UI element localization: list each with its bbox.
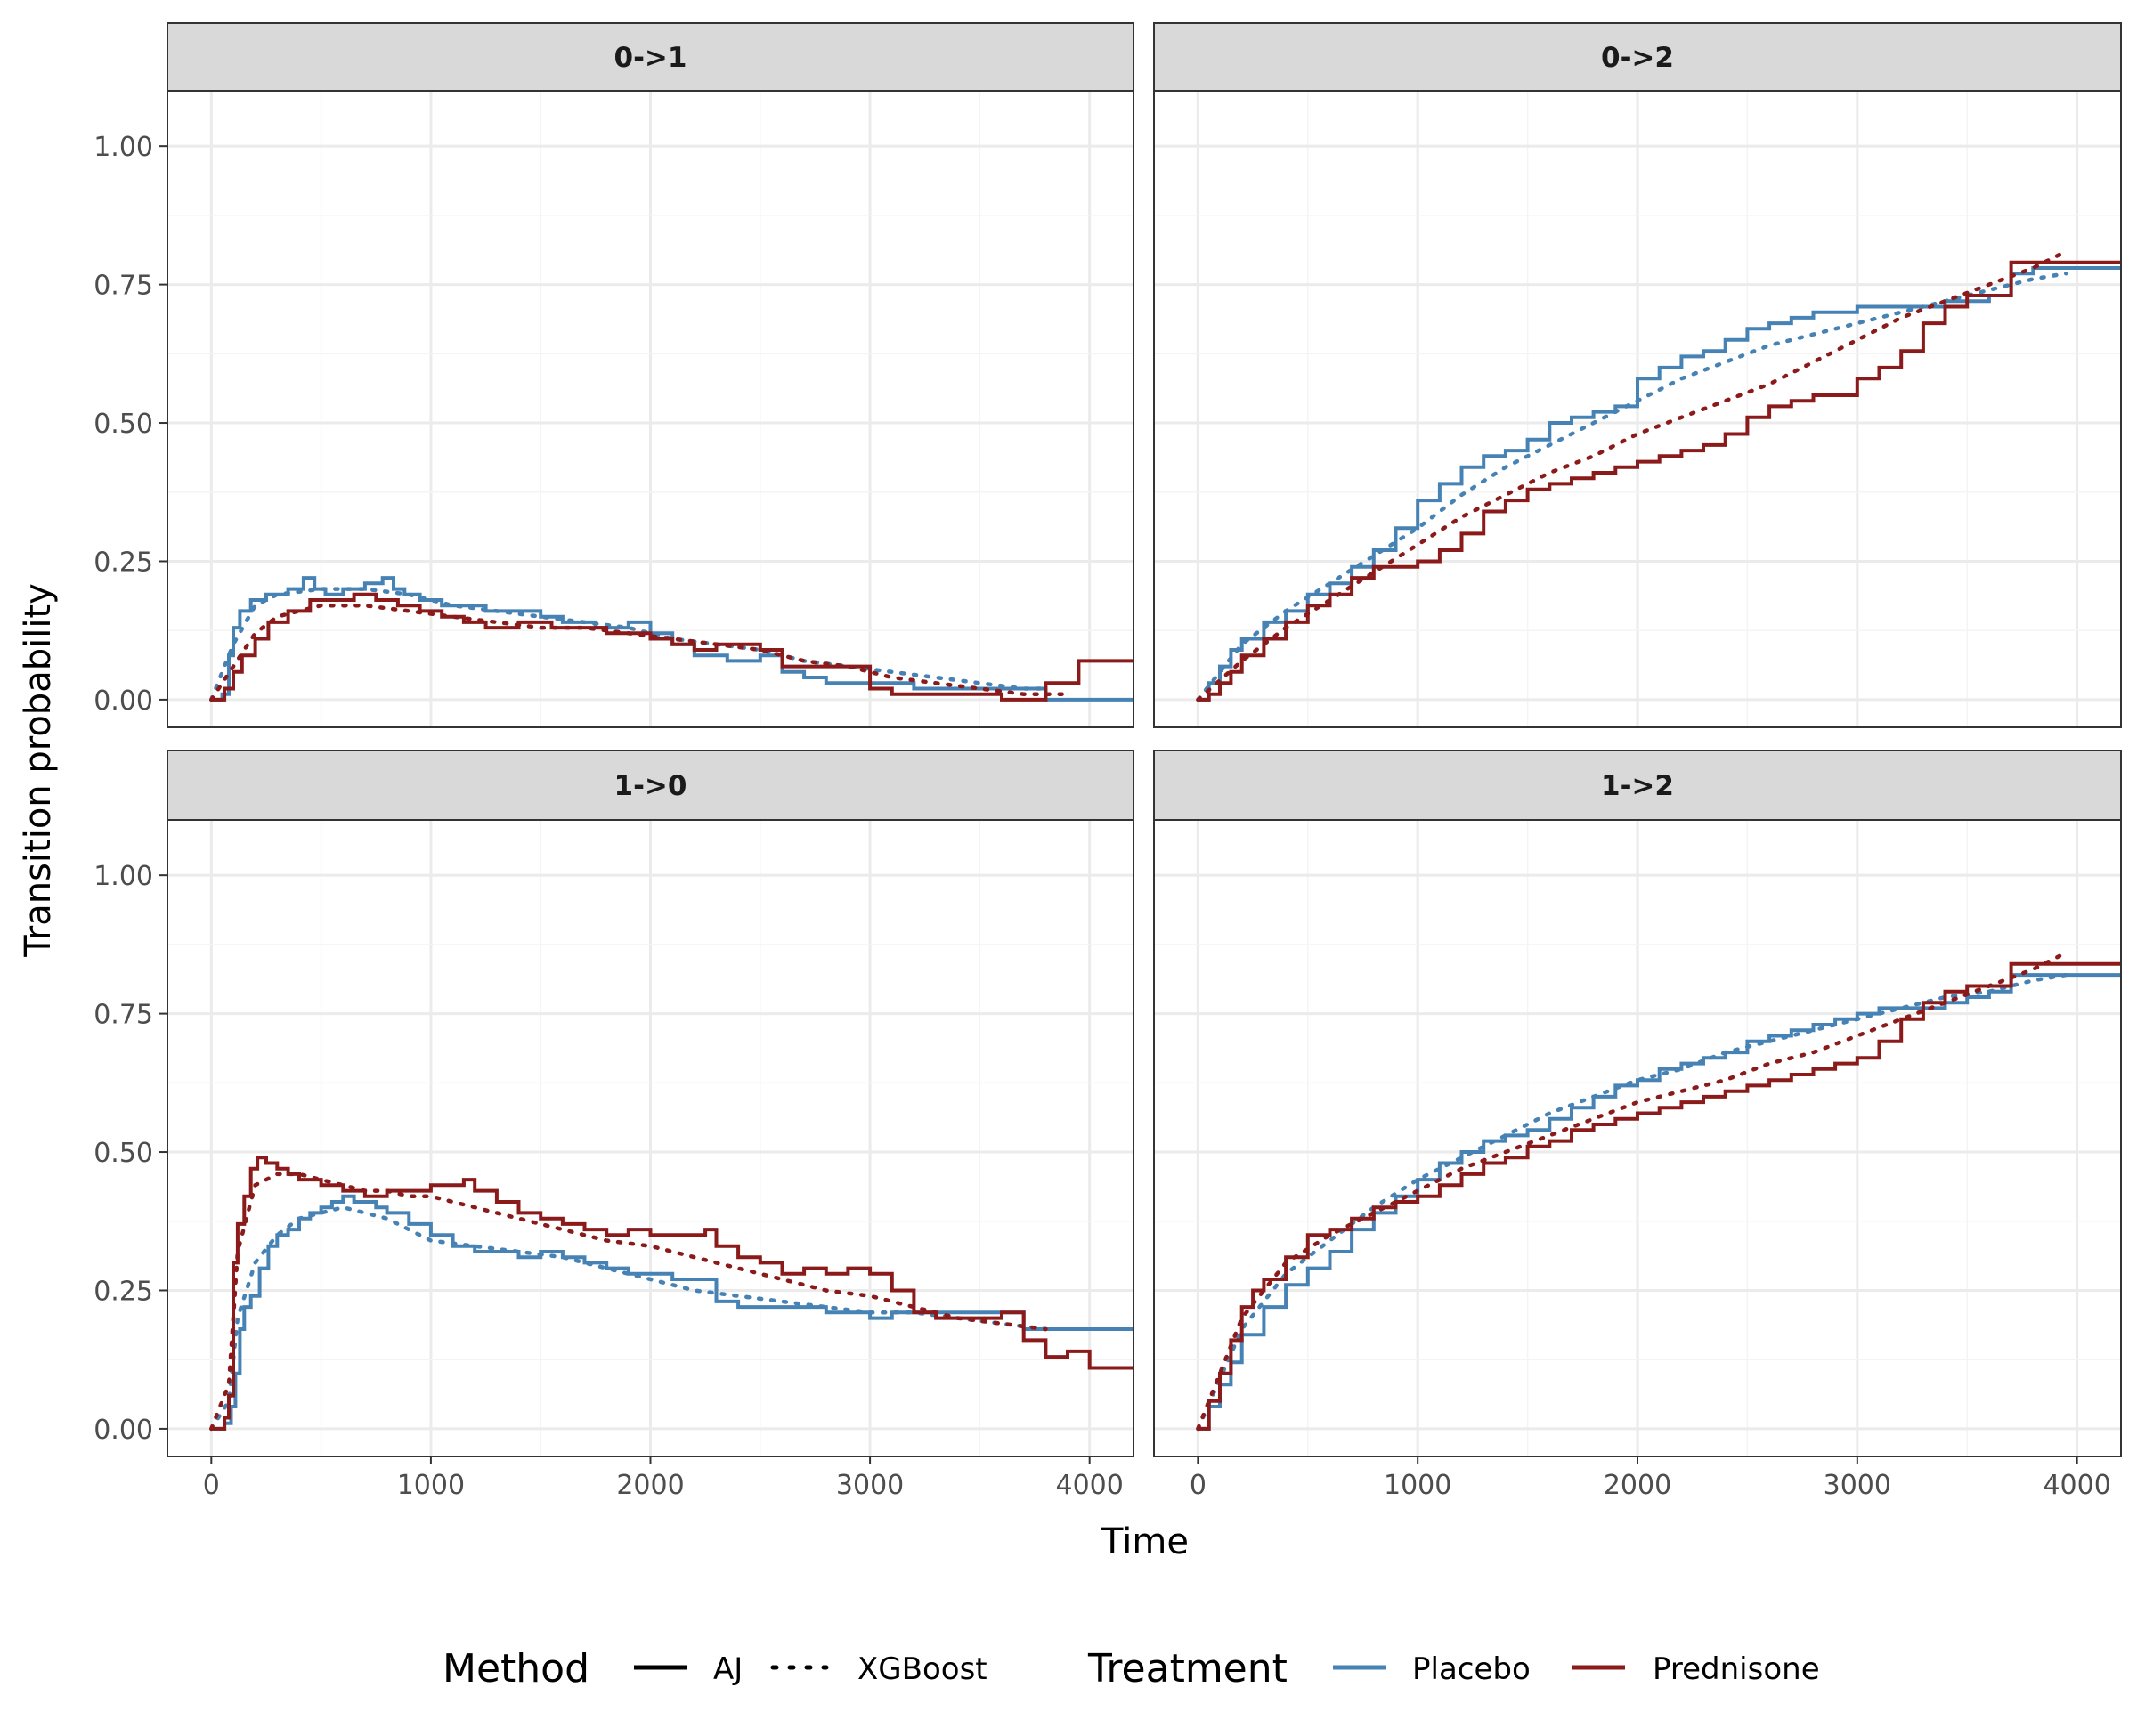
- facet-strip-label: 0->1: [614, 42, 687, 74]
- series-line-placebo-aj: [211, 576, 1134, 702]
- legend: Method AJ XGBoost Treatment Placebo Pred…: [443, 1646, 1820, 1691]
- panel-1-to-2: 1->2 0 1000 2000 3000 4000: [1153, 750, 2122, 1501]
- y-tick-label: 1.00: [93, 132, 153, 163]
- series-line-placebo-aj: [211, 1194, 1134, 1431]
- series-lines: [209, 1156, 1134, 1432]
- facet-strip: [1153, 750, 2122, 821]
- facet-strip: [1153, 22, 2122, 92]
- x-tick-label: 3000: [836, 1470, 904, 1501]
- x-tick-label: 0: [203, 1470, 220, 1501]
- y-tick-label: 0.00: [93, 685, 153, 717]
- series-line-placebo-aj: [1198, 266, 2121, 702]
- series-lines: [209, 576, 1134, 702]
- facet-strip: [167, 22, 1134, 92]
- gridlines: [1154, 91, 2121, 727]
- panel-0-to-1: 0->1 0.00 0.25 0.50 0.75 1.00: [93, 22, 1134, 728]
- legend-treatment-title: Treatment: [1087, 1646, 1288, 1691]
- y-tick-label: 0.00: [93, 1415, 153, 1446]
- facet-strip-label: 1->0: [614, 770, 687, 802]
- x-axis-title: Time: [1101, 1521, 1189, 1562]
- panel-0-to-2: 0->2: [1153, 22, 2122, 728]
- x-tick-label: 0: [1190, 1470, 1207, 1501]
- y-tick-label: 0.25: [93, 1276, 153, 1307]
- y-tick-label: 1.00: [93, 861, 153, 892]
- x-tick-label: 1000: [397, 1470, 465, 1501]
- chart-panels: 0->1 0.00 0.25 0.50 0.75 1.00 0->2 1->0 0.00 0.25…: [93, 22, 2122, 1501]
- facet-strip: [167, 750, 1134, 821]
- series-line-prednisone-aj: [211, 592, 1134, 702]
- facet-strip-label: 1->2: [1601, 770, 1674, 802]
- y-axis-title: Transition probability: [18, 583, 59, 958]
- legend-label-placebo: Placebo: [1412, 1651, 1531, 1687]
- x-tick-label: 2000: [616, 1470, 684, 1501]
- series-lines: [1196, 249, 2121, 702]
- series-line-placebo-xgboost: [209, 587, 1048, 702]
- series-line-placebo-xgboost: [209, 1205, 1048, 1432]
- series-line-prednisone-xgboost: [209, 1172, 1048, 1432]
- legend-label-prednisone: Prednisone: [1653, 1651, 1820, 1687]
- gridlines: [1154, 820, 2121, 1456]
- panel-1-to-0: 1->0 0.00 0.25 0.50 0.75 1.00 0 1000 2000 3000 400…: [93, 750, 1134, 1501]
- y-tick-label: 0.50: [93, 409, 153, 440]
- x-tick-label: 4000: [1056, 1470, 1124, 1501]
- legend-label-aj: AJ: [713, 1651, 743, 1687]
- legend-label-xgboost: XGBoost: [857, 1651, 987, 1687]
- x-tick-label: 3000: [1824, 1470, 1891, 1501]
- facet-strip-label: 0->2: [1601, 42, 1674, 74]
- series-line-prednisone-xgboost: [209, 603, 1070, 702]
- series-line-prednisone-aj: [211, 1156, 1134, 1431]
- series-line-prednisone-aj: [1198, 961, 2121, 1431]
- series-lines: [1196, 950, 2121, 1432]
- x-tick-label: 4000: [2043, 1470, 2110, 1501]
- y-tick-label: 0.75: [93, 271, 153, 302]
- legend-method-title: Method: [443, 1646, 589, 1691]
- gridlines: [167, 820, 1134, 1456]
- y-tick-label: 0.50: [93, 1138, 153, 1169]
- y-tick-label: 0.25: [93, 547, 153, 578]
- panel-border: [1153, 90, 2122, 728]
- series-line-prednisone-xgboost: [1196, 950, 2068, 1432]
- panel-border: [167, 90, 1134, 728]
- x-tick-label: 2000: [1604, 1470, 1671, 1501]
- y-tick-label: 0.75: [93, 1000, 153, 1031]
- series-line-placebo-xgboost: [1196, 271, 2068, 702]
- x-tick-label: 1000: [1384, 1470, 1451, 1501]
- series-line-prednisone-xgboost: [1196, 249, 2068, 702]
- series-line-prednisone-aj: [1198, 260, 2121, 702]
- series-line-placebo-aj: [1198, 973, 2121, 1431]
